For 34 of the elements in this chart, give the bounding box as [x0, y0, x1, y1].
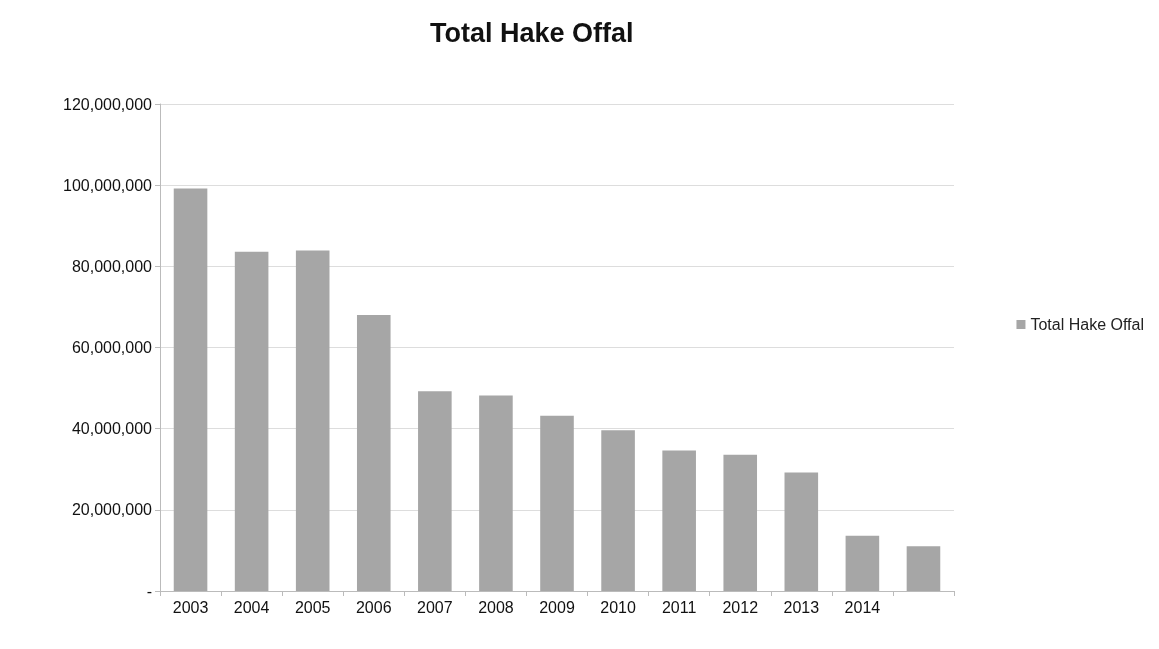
x-tick-label: 2012 [722, 598, 759, 616]
x-tick-label: 2008 [478, 598, 514, 616]
x-tick-label: 2011 [661, 598, 697, 616]
bar [418, 391, 452, 591]
x-tick-label: 2010 [600, 598, 636, 616]
bar [479, 395, 513, 591]
chart-title: Total Hake Offal [430, 17, 634, 48]
bar [173, 188, 208, 591]
bar [234, 251, 269, 591]
x-tick-label: 2004 [233, 598, 270, 616]
x-tick-label: 2005 [294, 598, 331, 616]
y-tick-label: 60,000,000 [71, 339, 153, 356]
x-tick-label: 2014 [844, 598, 881, 616]
y-tick-label: 20,000,000 [71, 501, 153, 519]
x-tick-label: 2013 [783, 598, 820, 616]
y-tick-label: 120,000,000 [63, 95, 153, 113]
bar [295, 250, 330, 591]
bar [723, 454, 758, 591]
bar [662, 450, 696, 591]
bar [784, 472, 819, 591]
y-tick-label: 100,000,000 [63, 176, 153, 194]
bar [845, 535, 880, 591]
legend-label: Total Hake Offal [1030, 316, 1145, 333]
x-tick-label: 2006 [355, 598, 392, 616]
x-tick-label: 2003 [172, 598, 209, 616]
bar [906, 546, 941, 591]
x-tick-label: 2007 [417, 598, 453, 616]
x-tick-label: 2009 [539, 598, 575, 616]
y-tick-label: 40,000,000 [71, 420, 153, 438]
y-tick-label: 80,000,000 [71, 257, 153, 275]
bar [540, 415, 574, 591]
bar [356, 315, 391, 591]
bar [601, 430, 635, 591]
y-tick-label: - [146, 582, 152, 600]
